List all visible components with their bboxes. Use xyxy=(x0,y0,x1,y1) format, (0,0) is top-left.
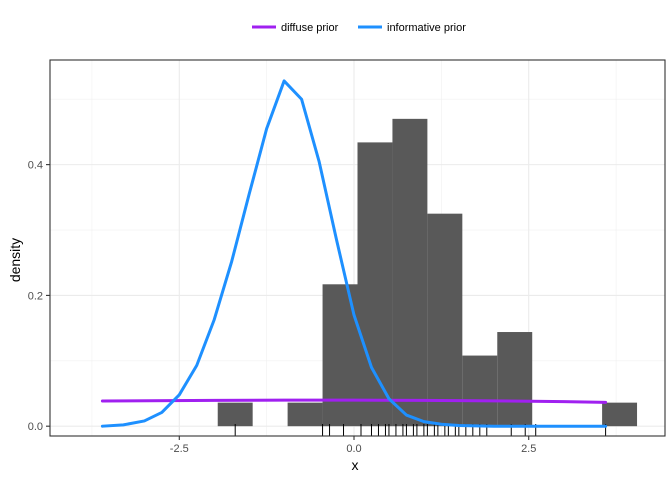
density-line-informative-prior xyxy=(100,79,608,428)
x-tick-label: 0.0 xyxy=(346,443,361,455)
histogram-bar xyxy=(217,402,253,427)
legend-label-informative-prior: informative prior xyxy=(387,22,466,34)
histogram-bar xyxy=(602,402,638,427)
panel-border xyxy=(49,59,666,437)
y-tick-label: 0.0 xyxy=(28,421,43,433)
x-tick-label: 2.5 xyxy=(521,443,536,455)
histogram-bar xyxy=(287,402,323,427)
histogram-bar xyxy=(357,142,393,427)
histogram-bar xyxy=(462,355,498,427)
histogram-bar xyxy=(392,118,428,427)
legend: diffuse prior informative prior xyxy=(252,22,466,34)
y-tick-label: 0.2 xyxy=(28,290,43,302)
x-axis-title: x xyxy=(352,457,359,473)
legend-label-diffuse-prior: diffuse prior xyxy=(281,22,339,34)
histogram-bar xyxy=(497,332,533,427)
histogram-bar xyxy=(427,213,463,427)
y-tick-label: 0.4 xyxy=(28,160,43,172)
y-axis-title: density xyxy=(7,238,23,282)
plot-area xyxy=(49,59,666,437)
x-tick-label: -2.5 xyxy=(170,443,189,455)
